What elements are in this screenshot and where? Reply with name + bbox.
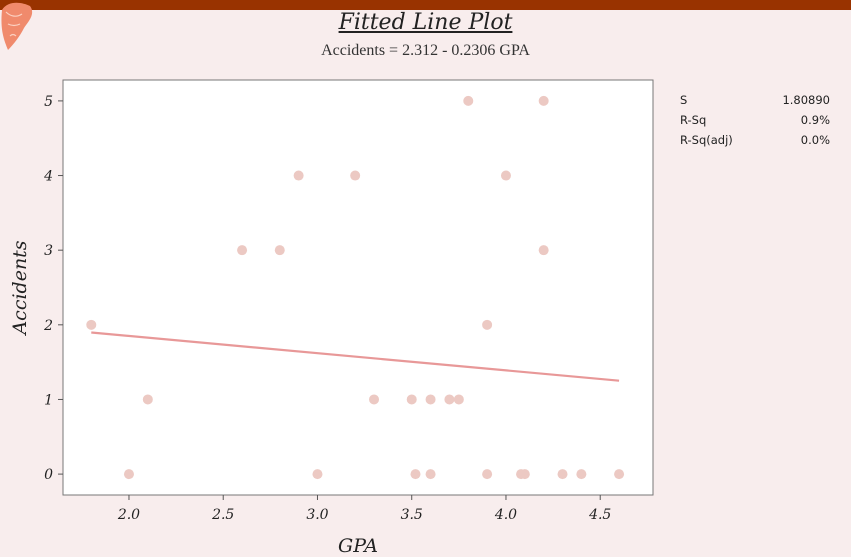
data-point	[142, 394, 153, 405]
data-point	[482, 469, 493, 480]
x-tick-label: 3.5	[401, 507, 423, 523]
y-tick-label: 4	[43, 169, 53, 185]
data-point	[312, 469, 323, 480]
chart-subtitle: Accidents = 2.312 - 0.2306 GPA	[321, 42, 530, 59]
x-axis-title: GPA	[338, 535, 378, 557]
axes: 2.0 2.5 3.0 3.5 4.0 4.5 0 1 2 3 4 5	[43, 94, 611, 523]
fit-line-group	[91, 331, 620, 382]
data-point	[369, 394, 380, 405]
x-tick-label: 3.0	[306, 507, 328, 523]
fitted-line	[91, 331, 620, 382]
chart-title: Fitted Line Plot	[338, 10, 513, 35]
data-point	[123, 469, 134, 480]
data-point	[410, 469, 421, 480]
data-point	[293, 170, 304, 181]
stat-row-s: S 1.80890	[680, 90, 830, 110]
data-point	[557, 469, 568, 480]
data-point	[350, 170, 361, 181]
stats-table: S 1.80890 R-Sq 0.9% R-Sq(adj) 0.0%	[680, 90, 830, 150]
y-tick-label: 5	[44, 94, 53, 110]
stat-row-rsq-adj: R-Sq(adj) 0.0%	[680, 130, 830, 150]
data-point	[274, 245, 285, 256]
data-point	[538, 245, 549, 256]
data-point	[425, 469, 436, 480]
top-accent-bar	[0, 0, 851, 10]
stat-label: R-Sq	[680, 113, 707, 127]
data-point	[86, 319, 97, 330]
data-point	[425, 394, 436, 405]
data-point	[237, 245, 248, 256]
data-point	[538, 95, 549, 106]
data-point	[482, 319, 493, 330]
stat-value: 0.0%	[800, 133, 830, 147]
stat-label: S	[680, 93, 688, 107]
data-point	[519, 469, 530, 480]
stat-value: 0.9%	[800, 113, 830, 127]
data-point	[500, 170, 511, 181]
corner-decoration	[1, 2, 33, 50]
y-axis-title: Accidents	[9, 240, 31, 336]
x-tick-label: 4.0	[494, 507, 517, 523]
x-tick-label: 2.0	[117, 507, 140, 523]
stat-value: 1.80890	[782, 93, 830, 107]
data-point	[444, 394, 455, 405]
data-point	[576, 469, 587, 480]
stat-label: R-Sq(adj)	[680, 133, 733, 147]
y-tick-label: 2	[43, 318, 53, 334]
plot-area	[62, 79, 654, 496]
data-point	[406, 394, 417, 405]
data-point	[453, 394, 464, 405]
x-tick-label: 2.5	[211, 507, 234, 523]
data-point	[463, 95, 474, 106]
y-tick-label: 3	[44, 243, 53, 259]
data-points	[86, 95, 625, 480]
stat-row-rsq: R-Sq 0.9%	[680, 110, 830, 130]
data-point	[614, 469, 625, 480]
y-tick-label: 1	[44, 392, 53, 408]
x-tick-label: 4.5	[588, 507, 611, 523]
y-tick-label: 0	[44, 467, 53, 483]
